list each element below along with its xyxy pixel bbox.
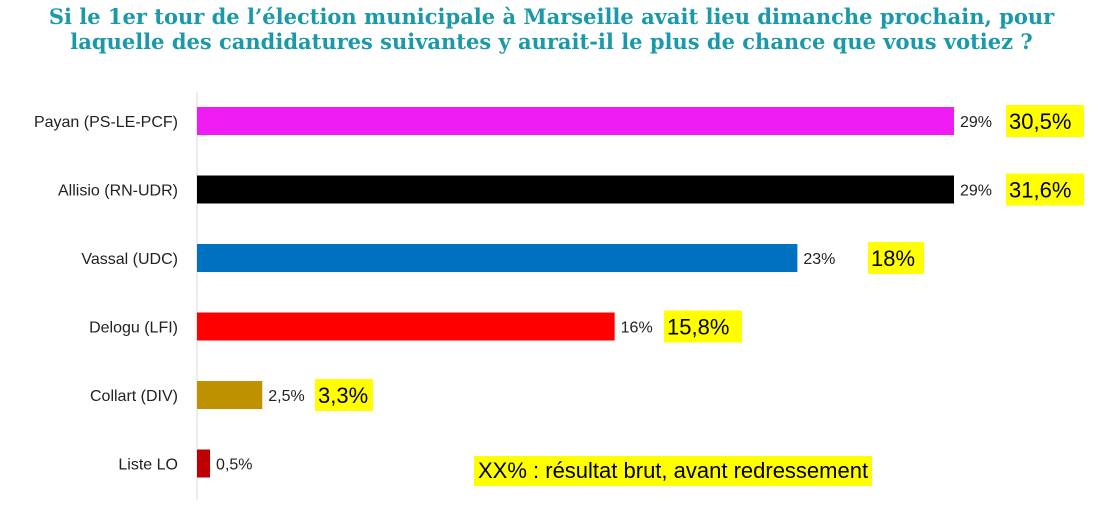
raw-result-highlight: [868, 242, 924, 274]
data-label: 16%: [621, 320, 653, 337]
category-label: Allisio (RN-UDR): [58, 183, 178, 200]
raw-result-label: 30,5%: [1009, 109, 1071, 134]
note-raw-result: XX% : résultat brut, avant redressement: [474, 456, 873, 486]
category-label: Delogu (LFI): [89, 320, 178, 337]
raw-result-highlight: [315, 379, 373, 411]
category-label: Payan (PS-LE-PCF): [34, 114, 178, 131]
data-label: 2,5%: [268, 388, 304, 405]
bar: [197, 312, 615, 341]
raw-result-highlight: [664, 310, 742, 343]
chart-title: Si le 1er tour de l’élection municipale …: [0, 4, 1103, 54]
bar: [197, 107, 954, 135]
category-label: Vassal (UDC): [81, 251, 178, 268]
bar: [197, 175, 954, 204]
bar: [197, 381, 263, 409]
raw-result-label: 3,3%: [318, 383, 368, 408]
category-label: Collart (DIV): [90, 388, 178, 405]
category-label: Liste LO: [118, 457, 178, 474]
raw-result-label: 18%: [871, 246, 915, 271]
raw-result-label: 31,6%: [1009, 178, 1071, 203]
bar: [197, 449, 211, 478]
data-label: 29%: [960, 183, 992, 200]
chart-title-line-2: laquelle des candidatures suivantes y au…: [70, 29, 1033, 54]
raw-result-highlight: [1006, 173, 1084, 206]
bar: [197, 244, 798, 272]
data-label: 29%: [960, 114, 992, 131]
raw-result-highlight: [1006, 105, 1084, 137]
raw-result-label: 15,8%: [667, 315, 729, 340]
data-label: 0,5%: [216, 457, 252, 474]
chart-title-line-1: Si le 1er tour de l’élection municipale …: [48, 4, 1055, 29]
data-label: 23%: [803, 251, 835, 268]
